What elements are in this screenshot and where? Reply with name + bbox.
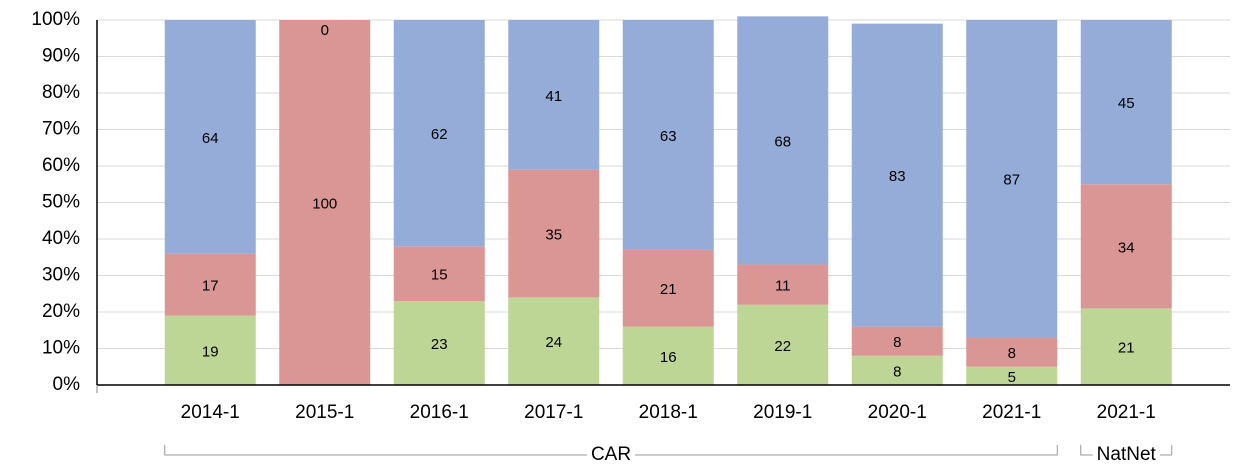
bar-segment — [622, 249, 714, 327]
x-tick-label: 2020-1 — [868, 402, 927, 423]
data-label: 0 — [321, 22, 329, 39]
bar-segment — [393, 301, 485, 385]
bar-segment — [393, 20, 485, 247]
data-label: 15 — [431, 267, 448, 284]
bar-segment — [622, 326, 714, 385]
group-label-bg — [1092, 443, 1160, 467]
bar-segment — [851, 326, 943, 356]
data-label: 100 — [312, 195, 337, 212]
x-tick-label: 2015-1 — [295, 402, 354, 423]
y-tick-label: 50% — [42, 192, 80, 213]
data-label: 87 — [1003, 172, 1020, 189]
data-label: 19 — [202, 343, 219, 360]
y-tick-label: 20% — [42, 301, 80, 322]
data-label: 41 — [545, 88, 562, 105]
data-label: 68 — [774, 133, 791, 150]
x-tick-label: 2016-1 — [410, 402, 469, 423]
bar-segment — [164, 315, 256, 385]
y-tick-label: 70% — [42, 119, 80, 140]
x-tick-label: 2021-1 — [982, 402, 1041, 423]
bar-segment — [622, 20, 714, 250]
x-tick-label: 2021-1 — [1097, 402, 1156, 423]
data-label: 8 — [893, 334, 901, 351]
data-label: 16 — [660, 349, 677, 366]
bar-segment — [737, 16, 829, 265]
bar-segment — [851, 355, 943, 385]
data-label: 23 — [431, 336, 448, 353]
x-tick-label: 2019-1 — [753, 402, 812, 423]
data-label: 35 — [545, 226, 562, 243]
data-label: 8 — [1008, 345, 1016, 362]
bar-segment — [1080, 20, 1172, 185]
group-label: NatNet — [1097, 444, 1157, 465]
data-label: 24 — [545, 334, 562, 351]
group-label: CAR — [591, 444, 631, 465]
bar-segment — [737, 304, 829, 385]
bar-segment — [508, 297, 600, 385]
bar-segment — [737, 264, 829, 305]
bar-segment — [1080, 184, 1172, 309]
data-label: 22 — [774, 338, 791, 355]
bar-segment — [1080, 308, 1172, 385]
x-tick-label: 2017-1 — [524, 402, 583, 423]
bar-segment — [966, 337, 1058, 367]
y-tick-label: 0% — [53, 374, 81, 395]
data-label: 21 — [1118, 340, 1135, 357]
y-tick-label: 100% — [31, 9, 80, 30]
data-label: 8 — [893, 363, 901, 380]
data-label: 34 — [1118, 239, 1135, 256]
bar-segment — [164, 20, 256, 254]
data-label: 5 — [1008, 369, 1016, 386]
data-label: 17 — [202, 278, 219, 295]
data-label: 62 — [431, 126, 448, 143]
y-tick-label: 30% — [42, 265, 80, 286]
y-tick-label: 90% — [42, 46, 80, 67]
bar-segment — [393, 246, 485, 302]
bar-segment — [164, 253, 256, 316]
data-label: 83 — [889, 168, 906, 185]
bar-segment — [508, 169, 600, 298]
y-tick-label: 60% — [42, 155, 80, 176]
x-tick-label: 2014-1 — [181, 402, 240, 423]
group-label-bg — [586, 443, 636, 467]
y-tick-label: 80% — [42, 82, 80, 103]
data-label: 63 — [660, 128, 677, 145]
bar-segment — [851, 23, 943, 327]
bar-segment — [966, 366, 1058, 385]
data-label: 45 — [1118, 95, 1135, 112]
data-label: 64 — [202, 130, 219, 147]
x-tick-label: 2018-1 — [639, 402, 698, 423]
data-label: 21 — [660, 281, 677, 298]
bar-segment — [966, 20, 1058, 338]
bar-segment — [279, 20, 371, 385]
data-label: 11 — [775, 278, 791, 295]
y-tick-label: 10% — [42, 338, 80, 359]
y-tick-label: 40% — [42, 228, 80, 249]
bar-segment — [508, 20, 600, 170]
